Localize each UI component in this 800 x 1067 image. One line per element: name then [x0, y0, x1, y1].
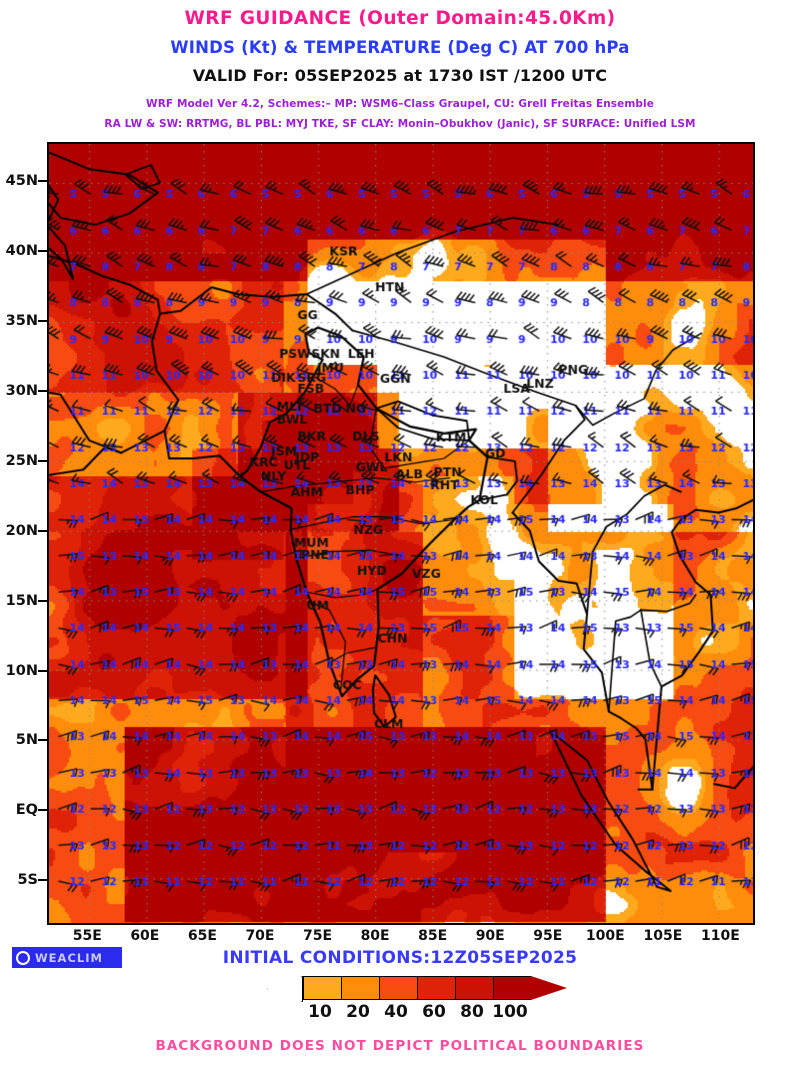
- colorbar-tick-label: 40: [384, 1002, 408, 1022]
- circle-icon: [16, 950, 30, 965]
- lat-tick-mark: [38, 459, 47, 462]
- page-subtitle: WINDS (Kt) & TEMPERATURE (Deg C) AT 700 …: [170, 38, 630, 57]
- lon-tick-label: 110E: [701, 928, 740, 944]
- weather-map[interactable]: [47, 142, 755, 925]
- weaclim-logo-label: WEACLIM: [35, 950, 103, 965]
- disclaimer-text: BACKGROUND DOES NOT DEPICT POLITICAL BOU…: [155, 1038, 645, 1054]
- colorbar-under-arrow: [267, 976, 303, 1002]
- model-scheme-line-2: RA LW & SW: RRTMG, BL PBL: MYJ TKE, SF C…: [104, 118, 696, 130]
- lon-tick-label: 95E: [533, 928, 563, 944]
- lat-tick-mark: [38, 529, 47, 532]
- colorbar-cell: [417, 976, 455, 1000]
- lon-tick-label: 105E: [643, 928, 683, 944]
- colorbar-tick-label: 10: [308, 1002, 332, 1022]
- lon-tick-label: 75E: [303, 928, 333, 944]
- colorbar-over-arrow: [531, 976, 567, 1000]
- valid-time-label: VALID For: 05SEP2025 at 1730 IST /1200 U…: [192, 66, 608, 85]
- map-plot-canvas[interactable]: [49, 144, 753, 923]
- lon-tick-label: 80E: [360, 928, 390, 944]
- initial-conditions-label: INITIAL CONDITIONS:12Z05SEP2025: [222, 948, 578, 968]
- lat-tick-label: 30N: [5, 382, 38, 399]
- lon-tick-label: 85E: [418, 928, 448, 944]
- colorbar-tick-label: 60: [422, 1002, 446, 1022]
- lat-tick-mark: [38, 389, 47, 392]
- lat-tick-mark: [38, 879, 47, 882]
- colorbar-tick-label: 80: [460, 1002, 484, 1022]
- lat-tick-mark: [38, 319, 47, 322]
- colorbar-swatches: [267, 976, 567, 1002]
- lat-tick-label: 25N: [5, 452, 38, 469]
- colorbar-tick-label: 100: [492, 1002, 528, 1022]
- lon-tick-label: 100E: [585, 928, 625, 944]
- lon-tick-label: 65E: [187, 928, 217, 944]
- lat-tick-label: 35N: [5, 312, 38, 329]
- colorbar-tick-label: 20: [346, 1002, 370, 1022]
- lat-tick-label: 10N: [5, 662, 38, 679]
- lat-tick-label: 5N: [15, 732, 38, 749]
- colorbar-cell: [455, 976, 493, 1000]
- lat-tick-label: 40N: [5, 243, 38, 260]
- colorbar-legend: 10 20 40 60 80 100: [0, 976, 800, 1022]
- lon-tick-label: 90E: [475, 928, 505, 944]
- lat-tick-label: 45N: [5, 173, 38, 190]
- lon-tick-label: 60E: [130, 928, 160, 944]
- lon-tick-label: 55E: [72, 928, 102, 944]
- weaclim-logo: WEACLIM: [12, 947, 122, 968]
- lat-tick-mark: [38, 599, 47, 602]
- lon-tick-label: 70E: [245, 928, 275, 944]
- page-title: WRF GUIDANCE (Outer Domain:45.0Km): [184, 8, 616, 29]
- colorbar-cell: [379, 976, 417, 1000]
- colorbar-cell: [341, 976, 379, 1000]
- colorbar-cell: [303, 976, 341, 1000]
- lat-tick-label: 5S: [17, 872, 38, 889]
- lat-tick-mark: [38, 180, 47, 183]
- lat-tick-mark: [38, 739, 47, 742]
- lat-tick-mark: [38, 669, 47, 672]
- lat-tick-label: 20N: [5, 522, 38, 539]
- lat-tick-mark: [38, 809, 47, 812]
- lat-tick-mark: [38, 250, 47, 253]
- model-scheme-line-1: WRF Model Ver 4.2, Schemes:– MP: WSM6–Cl…: [146, 98, 654, 110]
- lat-tick-label: 15N: [5, 592, 38, 609]
- lat-tick-label: EQ: [15, 802, 38, 819]
- colorbar-cell: [493, 976, 531, 1000]
